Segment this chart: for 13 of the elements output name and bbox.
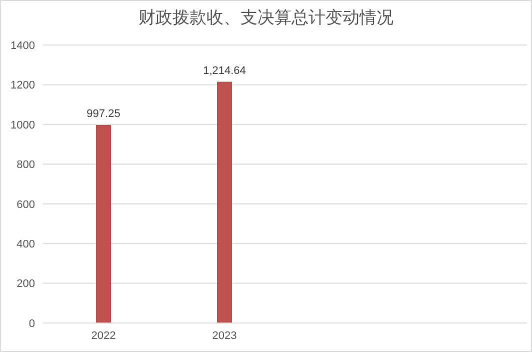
y-tick-label: 800 (16, 159, 35, 172)
y-tick-label: 600 (16, 198, 35, 211)
y-tick-label: 200 (16, 278, 35, 290)
chart-title: 财政拨款收、支决算总计变动情况 (138, 7, 394, 29)
y-tick-label: 1200 (10, 80, 35, 92)
y-tick-label: 400 (16, 238, 35, 250)
y-tick-label: 1400 (10, 40, 35, 52)
x-tick-label: 2022 (91, 330, 116, 342)
x-tick-label: 2023 (212, 330, 237, 342)
y-tick-label: 0 (28, 318, 35, 330)
data-label: 1,214.64 (203, 64, 246, 77)
data-label: 997.25 (86, 108, 120, 120)
y-tick-label: 1000 (10, 119, 35, 132)
